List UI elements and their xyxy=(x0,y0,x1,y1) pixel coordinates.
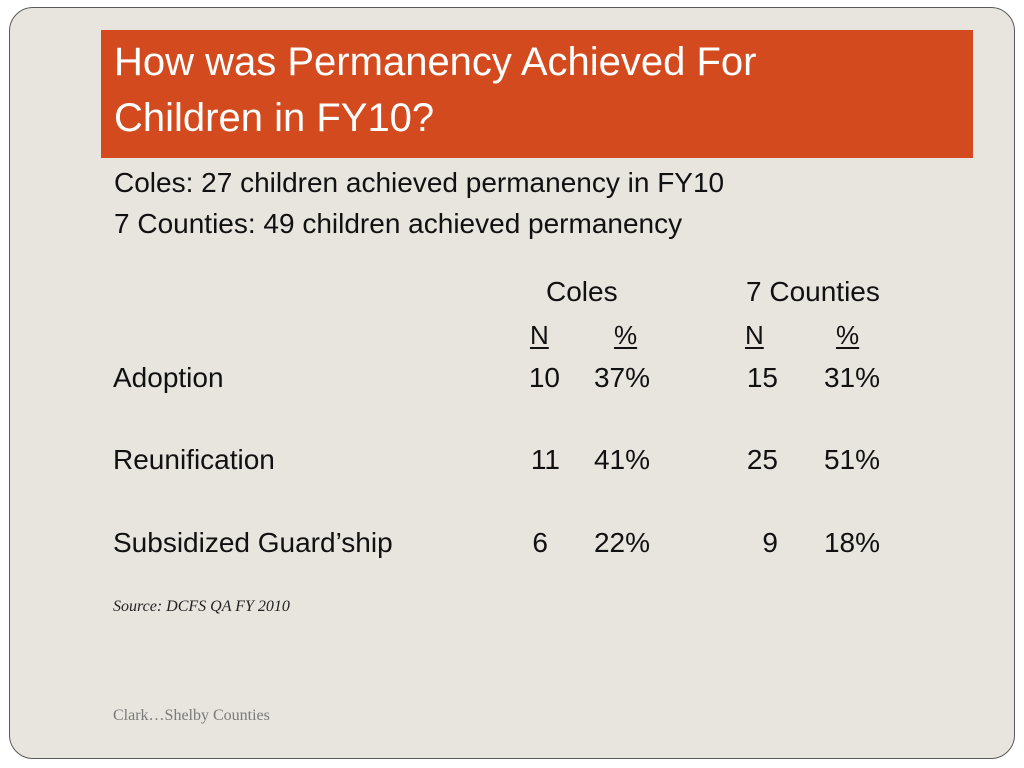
cell-counties-n: 9 xyxy=(762,527,778,558)
cell-coles-pct: 41% xyxy=(593,444,650,475)
column-header-coles: Coles xyxy=(546,276,618,307)
cell-coles-n: 11 xyxy=(530,444,560,475)
row-label-reunification: Reunification xyxy=(113,444,275,475)
cell-counties-pct: 31% xyxy=(823,362,880,393)
row-label-subsidized-guardianship: Subsidized Guard’ship xyxy=(113,527,393,558)
subheader-counties-n: N xyxy=(745,320,764,350)
summary-line-coles: Coles: 27 children achieved permanency i… xyxy=(114,167,725,198)
cell-counties-pct: 51% xyxy=(823,444,880,475)
slide-title: How was Permanency Achieved For Children… xyxy=(114,40,757,140)
slide-footer: Clark…Shelby Counties xyxy=(113,707,270,724)
cell-coles-pct: 37% xyxy=(593,362,650,393)
row-label-adoption: Adoption xyxy=(113,362,224,393)
cell-coles-n: 6 xyxy=(532,527,548,558)
cell-counties-n: 15 xyxy=(746,362,778,393)
source-note: Source: DCFS QA FY 2010 xyxy=(113,598,290,615)
subheader-coles-n: N xyxy=(530,320,549,350)
summary-line-counties: 7 Counties: 49 children achieved permane… xyxy=(114,208,683,239)
cell-coles-n: 10 xyxy=(528,362,560,393)
title-bar xyxy=(101,30,973,158)
subheader-coles-pct: % xyxy=(614,320,638,350)
subheader-counties-pct: % xyxy=(836,320,860,350)
cell-counties-n: 25 xyxy=(746,444,778,475)
cell-counties-pct: 18% xyxy=(823,527,880,558)
column-header-7-counties: 7 Counties xyxy=(746,276,880,307)
cell-coles-pct: 22% xyxy=(593,527,650,558)
